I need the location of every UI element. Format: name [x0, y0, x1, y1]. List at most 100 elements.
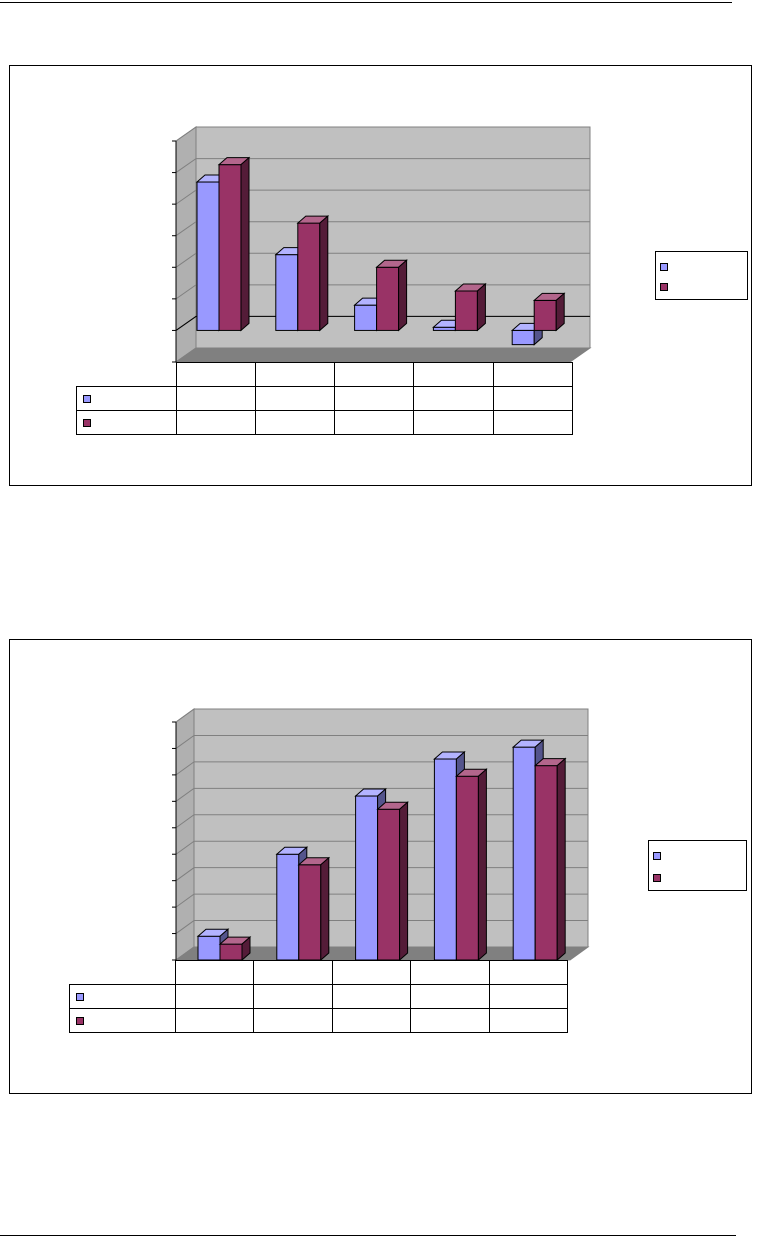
bar [218, 164, 242, 331]
table-cell [333, 410, 414, 435]
table-category [174, 960, 254, 985]
legend-item-series-a [653, 849, 733, 863]
plot-floor [174, 347, 592, 363]
legend-item-series-a [660, 260, 740, 274]
bar-side [477, 768, 487, 962]
bar-side [556, 757, 566, 962]
table-row-header [69, 1008, 176, 1033]
bar [454, 290, 478, 331]
table-cell [254, 410, 335, 435]
table-category [252, 960, 333, 985]
table-key-series-b [76, 1016, 84, 1025]
table-cell [174, 984, 254, 1009]
table-cell [252, 984, 333, 1009]
chart-1 [9, 65, 752, 486]
gridline [175, 158, 590, 173]
table-category [254, 362, 335, 387]
table-category [488, 960, 568, 985]
chart-2 [9, 639, 752, 1094]
table-cell [492, 410, 573, 435]
table-row [69, 1008, 568, 1033]
table-row-header [76, 386, 177, 411]
bar [297, 222, 321, 331]
table-cell [174, 1008, 254, 1033]
table-cell [252, 1008, 333, 1033]
bar [298, 864, 322, 961]
table-key-series-a [76, 992, 84, 1001]
gridline [175, 284, 590, 300]
bar [455, 775, 479, 961]
gridline [175, 189, 590, 205]
chart-2-legend [648, 840, 747, 891]
table-key-series-b [83, 418, 91, 427]
table-row-header [76, 410, 177, 435]
bar [275, 254, 299, 331]
bar-side [476, 282, 486, 332]
table-cell [331, 1008, 411, 1033]
gridline [175, 221, 590, 237]
legend-swatch-series-a [660, 263, 668, 271]
bar [511, 329, 535, 346]
table-key-series-a [83, 394, 91, 403]
gridline [175, 734, 588, 749]
table-header-row [69, 960, 568, 985]
chart-2-plot [172, 708, 590, 962]
table-category [331, 960, 411, 985]
plot-side-wall [175, 126, 197, 363]
table-row [76, 410, 573, 435]
legend-item-series-b [653, 871, 733, 885]
chart-1-data-table [76, 362, 573, 435]
table-cell [488, 984, 568, 1009]
table-category [409, 960, 490, 985]
table-cell [409, 984, 490, 1009]
legend-swatch-series-a [653, 852, 661, 860]
header-rule [0, 2, 732, 3]
gridline [175, 126, 590, 142]
bar [197, 935, 221, 961]
bar [512, 746, 536, 961]
bar [533, 299, 557, 331]
chart-2-data-table [69, 960, 568, 1033]
table-cell [412, 386, 494, 411]
legend-item-series-b [660, 280, 740, 294]
bar [196, 181, 220, 331]
bar [276, 853, 300, 961]
gridline [175, 252, 590, 268]
bar-side [555, 292, 565, 332]
bar-side [319, 214, 329, 332]
table-row [69, 984, 568, 1009]
table-cell [492, 386, 573, 411]
bar-side [320, 856, 330, 962]
bar-side [240, 156, 250, 332]
table-cell [175, 410, 256, 435]
table-cell [331, 984, 411, 1009]
chart-1-plot [172, 126, 592, 363]
table-cell [175, 386, 256, 411]
chart-1-legend [655, 251, 748, 300]
bar [355, 795, 379, 961]
gridline [175, 347, 590, 363]
bar [376, 266, 400, 331]
bar-side [241, 936, 251, 962]
bar [354, 304, 378, 331]
bar-side [398, 259, 408, 332]
table-category [412, 362, 494, 387]
bar-side [399, 801, 409, 962]
bar [433, 758, 457, 961]
footer-rule [0, 1235, 736, 1236]
table-cell [412, 410, 494, 435]
legend-swatch-series-b [653, 874, 661, 882]
table-cell [254, 386, 335, 411]
bar [377, 808, 401, 961]
table-row-header [69, 984, 176, 1009]
table-cell [333, 386, 414, 411]
table-category [333, 362, 414, 387]
table-header-row [76, 362, 573, 387]
gridline [175, 708, 588, 723]
table-category [175, 362, 256, 387]
table-cell [488, 1008, 568, 1033]
table-cell [409, 1008, 490, 1033]
table-category [492, 362, 573, 387]
bar [219, 943, 243, 961]
bar [534, 765, 558, 961]
